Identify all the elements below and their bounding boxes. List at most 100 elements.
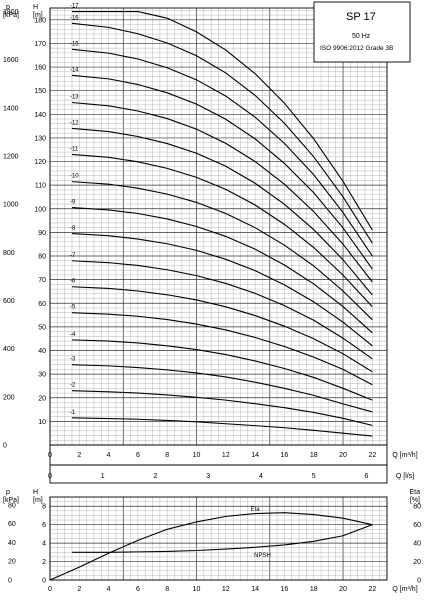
- bottom-y-tick-label-pressure: 0: [8, 578, 12, 585]
- stage-curve-stage16: [71, 22, 373, 244]
- stage-curve-stage8: [71, 233, 373, 347]
- bottom-y-axis-label-pressure: p: [6, 489, 10, 496]
- y-tick-label-head: 100: [34, 206, 46, 213]
- y-tick-label-head: 150: [34, 88, 46, 95]
- stage-curve-stage15: [71, 48, 373, 257]
- stage-curve-label: -4: [70, 332, 76, 338]
- x-tick-label-secondary: 2: [154, 473, 158, 480]
- x-tick-label-secondary: 0: [48, 473, 52, 480]
- y-tick-label-pressure: 1800: [3, 9, 19, 16]
- stage-curve-label: -5: [70, 305, 76, 311]
- y-tick-label-head: 160: [34, 65, 46, 72]
- x-tick-label: 22: [368, 452, 376, 459]
- bottom-y-axis-unit-head: [m]: [33, 497, 43, 504]
- bottom-chart-grid: [49, 496, 388, 581]
- stage-curve-label: -6: [70, 279, 76, 285]
- bottom-y-axis-unit-eta: [%]: [410, 497, 420, 504]
- x-tick-label-secondary: 6: [365, 473, 369, 480]
- x-tick-label: 12: [222, 452, 230, 459]
- y-tick-label-head: 120: [34, 159, 46, 166]
- bottom-x-tick-label: 16: [281, 586, 289, 593]
- stage-curve-label: -11: [70, 146, 79, 152]
- stage-curve-stage2: [71, 390, 373, 426]
- x-tick-label: 14: [251, 452, 259, 459]
- stage-curve-stage12: [71, 127, 373, 296]
- x-tick-label: 4: [107, 452, 111, 459]
- bottom-y-tick-label-head: 0: [42, 578, 46, 585]
- chart-title-box: SP 17 50 Hz ISO 9906:2012 Grade 3B: [313, 1, 411, 63]
- x-tick-label: 18: [310, 452, 318, 459]
- y-tick-label-head: 60: [38, 301, 46, 308]
- main-chart-grid: [49, 7, 388, 484]
- stage-curve-label: -1: [70, 410, 76, 416]
- stage-curve-label: -12: [70, 120, 79, 126]
- stage-curve-stage9: [71, 207, 373, 334]
- curve-eta: [49, 512, 373, 581]
- y-tick-label-pressure: 1000: [3, 202, 19, 209]
- chart-subtitle-freq: 50 Hz: [352, 33, 371, 40]
- stage-curve-stage14: [71, 74, 373, 270]
- bottom-x-tick-label: 8: [165, 586, 169, 593]
- x-tick-label-secondary: 3: [206, 473, 210, 480]
- x-tick-label: 10: [193, 452, 201, 459]
- x-tick-label-secondary: 4: [259, 473, 263, 480]
- chart-title: SP 17: [346, 11, 376, 23]
- stage-curve-label: -3: [70, 357, 76, 363]
- y-tick-label-head: 130: [34, 135, 46, 142]
- y-tick-label-head: 80: [38, 254, 46, 261]
- bottom-y-tick-label-head: 8: [42, 504, 46, 511]
- y-tick-label-head: 10: [38, 419, 46, 426]
- stage-curve-stage3: [71, 364, 373, 413]
- chart-subtitle-standard: ISO 9906:2012 Grade 3B: [320, 45, 393, 52]
- bottom-y-axis-label-head: H: [33, 489, 38, 496]
- x-axis-label: Q [m³/h]: [392, 452, 417, 459]
- x-tick-label: 2: [77, 452, 81, 459]
- bottom-x-tick-label: 20: [339, 586, 347, 593]
- y-tick-label-head: 140: [34, 112, 46, 119]
- stage-curve-label: -16: [70, 15, 79, 21]
- x-tick-label: 8: [165, 452, 169, 459]
- stage-curve-stage4: [71, 339, 373, 401]
- stage-curve-stage13: [71, 101, 373, 283]
- bottom-y-tick-label-eta: 0: [417, 578, 421, 585]
- y-axis-label-pressure: p: [6, 4, 10, 11]
- y-axis-unit-pressure: [kPa]: [3, 12, 19, 19]
- bottom-y-tick-label-eta: 80: [413, 504, 421, 511]
- y-tick-label-head: 20: [38, 395, 46, 402]
- stage-curve-stage6: [71, 286, 373, 373]
- curve-label-eta: Eta: [251, 507, 261, 513]
- x-axis-panel: [49, 444, 388, 484]
- x-tick-label: 20: [339, 452, 347, 459]
- bottom-x-tick-label: 22: [368, 586, 376, 593]
- main-chart-labels: 1020304050607080901001101201301401501601…: [3, 4, 418, 480]
- stage-curve-stage17: [71, 10, 373, 231]
- bottom-x-tick-label: 0: [48, 586, 52, 593]
- y-tick-label-head: 30: [38, 372, 46, 379]
- stage-curve-label: -8: [70, 226, 76, 232]
- y-tick-label-pressure: 200: [3, 394, 15, 401]
- y-tick-label-head: 110: [35, 183, 46, 190]
- curve-npsh: [71, 524, 373, 553]
- stage-curve-stage11: [71, 153, 373, 308]
- stage-curve-label: -15: [70, 41, 79, 47]
- y-axis-label-head: H: [33, 4, 38, 11]
- bottom-chart-curves: Eta NPSH: [49, 507, 373, 581]
- x-tick-label: 0: [48, 452, 52, 459]
- y-tick-label-pressure: 1600: [3, 57, 19, 64]
- bottom-y-tick-label-eta: 40: [413, 541, 421, 548]
- bottom-x-tick-label: 12: [222, 586, 230, 593]
- bottom-y-tick-label-pressure: 80: [8, 502, 16, 509]
- bottom-y-tick-label-head: 4: [42, 541, 46, 548]
- y-tick-label-pressure: 1200: [3, 154, 19, 161]
- y-axis-unit-head: [m]: [33, 12, 43, 19]
- stage-curve-stage1: [71, 417, 373, 437]
- y-tick-label-pressure: 600: [3, 298, 15, 305]
- x-tick-label-secondary: 5: [312, 473, 316, 480]
- bottom-y-tick-label-pressure: 40: [8, 540, 16, 547]
- x-tick-label: 16: [281, 452, 289, 459]
- stage-curve-stage5: [71, 312, 373, 386]
- bottom-x-tick-label: 14: [251, 586, 259, 593]
- x-tick-label-secondary: 1: [101, 473, 105, 480]
